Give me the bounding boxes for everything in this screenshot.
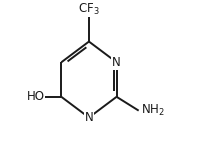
Text: N: N — [85, 111, 93, 124]
Text: N: N — [112, 56, 121, 69]
Text: NH$_2$: NH$_2$ — [141, 103, 165, 118]
Text: CF$_3$: CF$_3$ — [78, 2, 100, 17]
Text: HO: HO — [27, 90, 45, 103]
